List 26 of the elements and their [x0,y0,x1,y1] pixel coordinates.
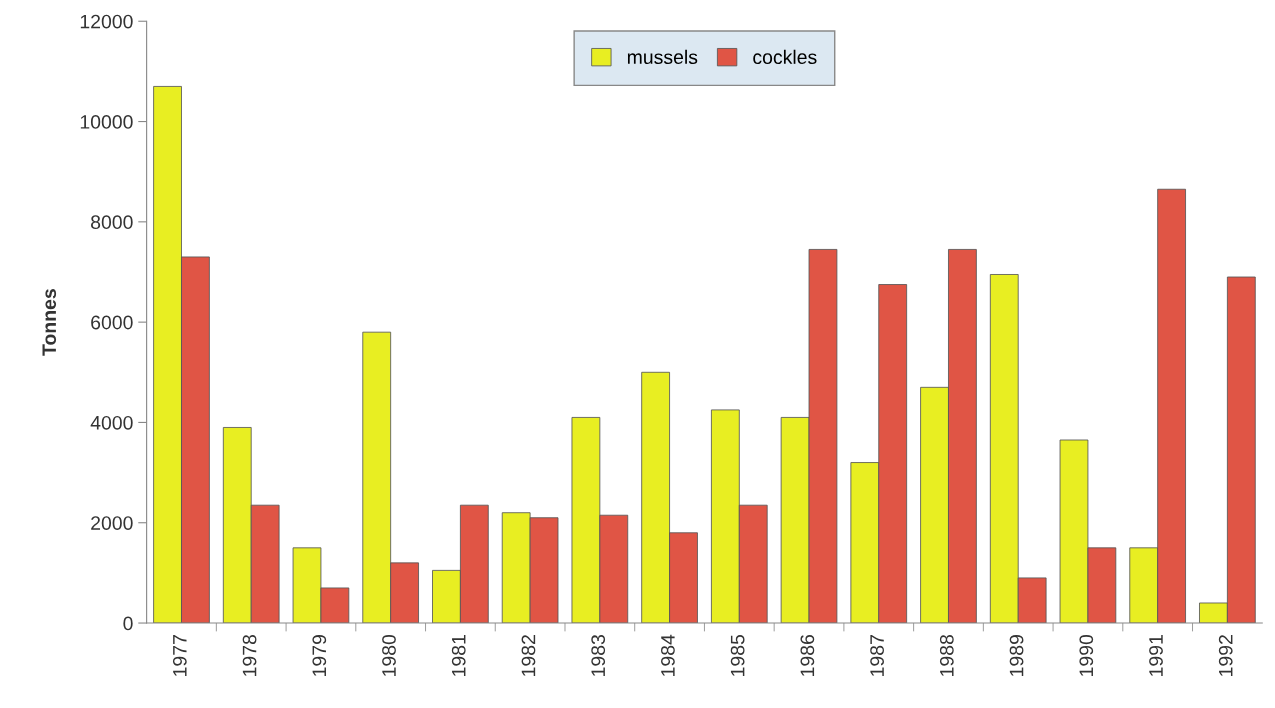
y-tick-label: 0 [123,616,133,631]
x-tick-label: 1990 [1079,634,1094,676]
y-tick-label: 2000 [91,516,133,530]
x-tick-label: 1982 [521,635,536,676]
x-tick-label: 1992 [1218,635,1233,676]
y-tick-label: 6000 [91,315,133,330]
x-tick-label: 1981 [451,635,466,676]
y-tick-label: 10000 [80,115,133,129]
x-tick-label: 1991 [1149,635,1163,676]
y-tick-label: 4000 [90,415,133,430]
legend-label: cockles [753,49,817,65]
x-tick-label: 1979 [312,635,327,676]
x-tick-label: 1987 [870,635,884,676]
x-tick-label: 1989 [1009,635,1024,676]
x-tick-label: 1978 [242,634,257,676]
x-tick-label: 1988 [939,634,954,676]
y-tick-label: 12000 [80,14,133,29]
x-tick-label: 1980 [382,634,396,676]
y-tick-label: 8000 [91,215,133,230]
x-tick-label: 1984 [661,634,675,676]
legend-label: mussels [627,49,698,65]
x-tick-label: 1986 [800,635,815,676]
x-tick-label: 1977 [172,635,187,676]
x-tick-label: 1985 [730,634,745,676]
x-tick-label: 1983 [591,635,606,676]
y-axis-title: Tonnes [42,289,57,356]
